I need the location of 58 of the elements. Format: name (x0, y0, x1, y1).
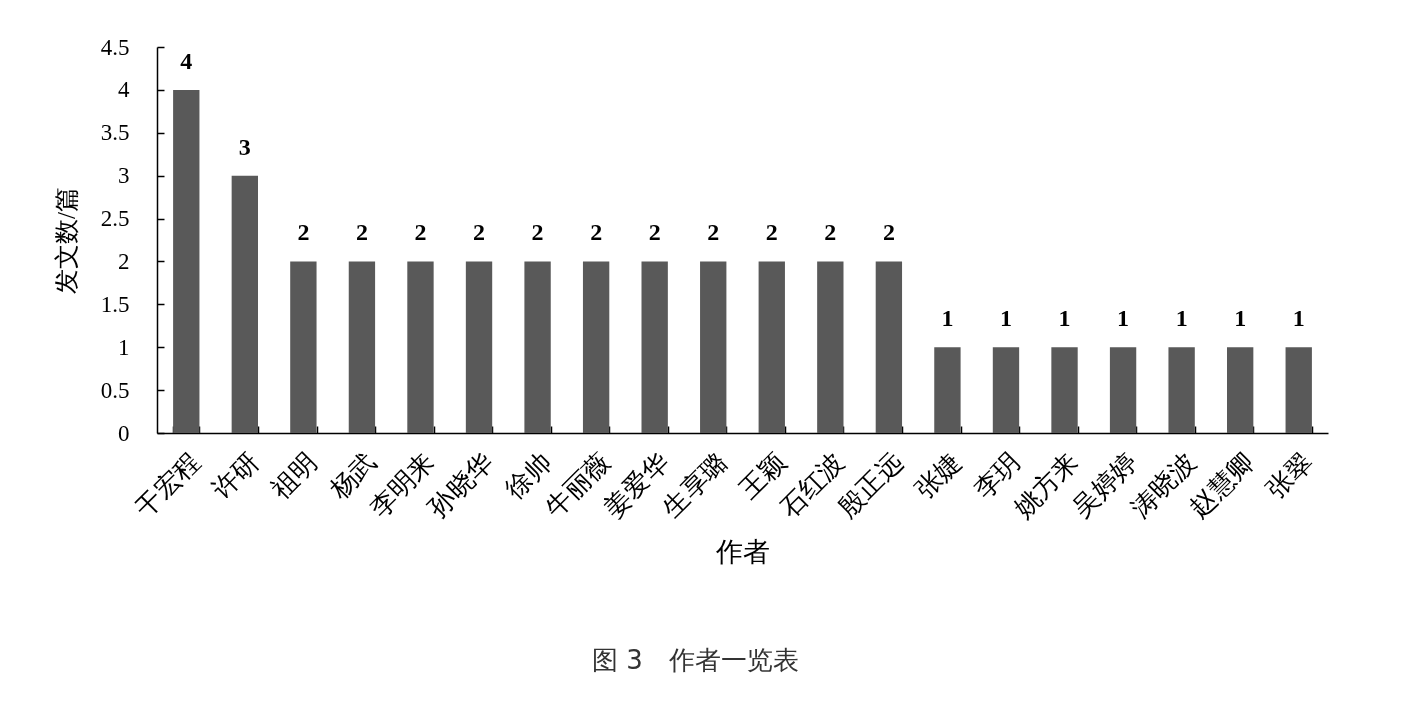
x-tick-label: 祖明 (265, 447, 323, 505)
y-tick-label: 2 (118, 248, 130, 274)
x-tick-label: 张婕 (909, 447, 968, 505)
data-label: 2 (297, 219, 310, 246)
data-label: 1 (941, 305, 954, 332)
text: 图 3 作者一览表 (592, 644, 799, 675)
bar (407, 261, 434, 433)
data-label: 1 (1234, 305, 1247, 332)
bar (290, 261, 317, 433)
data-label: 2 (765, 219, 778, 246)
bar (582, 261, 610, 433)
bar (524, 261, 551, 433)
x-axis-title: 作者 (715, 537, 770, 568)
bar (1285, 347, 1312, 433)
data-label: 3 (238, 133, 251, 160)
data-label: 1 (1058, 305, 1071, 332)
bar (641, 261, 668, 433)
bar (173, 89, 200, 433)
data-label: 2 (824, 219, 837, 246)
bar (817, 261, 844, 433)
y-tick-label: 0 (118, 420, 130, 446)
bar (934, 347, 961, 433)
bar (758, 261, 785, 433)
y-tick-label: 4 (118, 77, 130, 103)
bar (700, 261, 727, 433)
data-label: 4 (180, 47, 193, 74)
y-tick-label: 0.5 (100, 377, 130, 403)
data-label: 2 (648, 219, 661, 246)
y-tick-label: 3 (118, 163, 130, 189)
y-tick-label: 3.5 (100, 120, 130, 146)
y-tick-label: 2.5 (100, 206, 130, 232)
bar (875, 261, 903, 433)
y-tick-label: 4.5 (100, 34, 130, 60)
bar (1109, 347, 1137, 433)
data-label: 2 (531, 219, 544, 246)
bar (348, 261, 376, 433)
data-label: 2 (414, 219, 427, 246)
y-axis-title: 发文数/篇 (52, 187, 80, 294)
y-tick-label: 1.5 (100, 291, 130, 317)
data-label: 1 (1117, 305, 1130, 332)
data-label: 2 (590, 219, 603, 246)
x-tick-label: 干宏程 (130, 447, 206, 523)
bar (1051, 347, 1078, 433)
x-tick-label: 许研 (207, 447, 265, 505)
x-tick-label: 张翠 (1261, 447, 1319, 505)
bar (231, 175, 258, 433)
bar (1227, 347, 1254, 433)
data-label: 2 (355, 219, 368, 246)
bar (465, 261, 493, 433)
data-label: 1 (1175, 305, 1188, 332)
data-label: 1 (1292, 305, 1305, 332)
data-label: 2 (707, 219, 720, 246)
bar (992, 347, 1020, 433)
data-label: 1 (999, 305, 1012, 332)
data-label: 2 (473, 219, 486, 246)
bar (1168, 347, 1195, 433)
y-tick-label: 1 (118, 334, 130, 360)
data-label: 2 (882, 219, 895, 246)
